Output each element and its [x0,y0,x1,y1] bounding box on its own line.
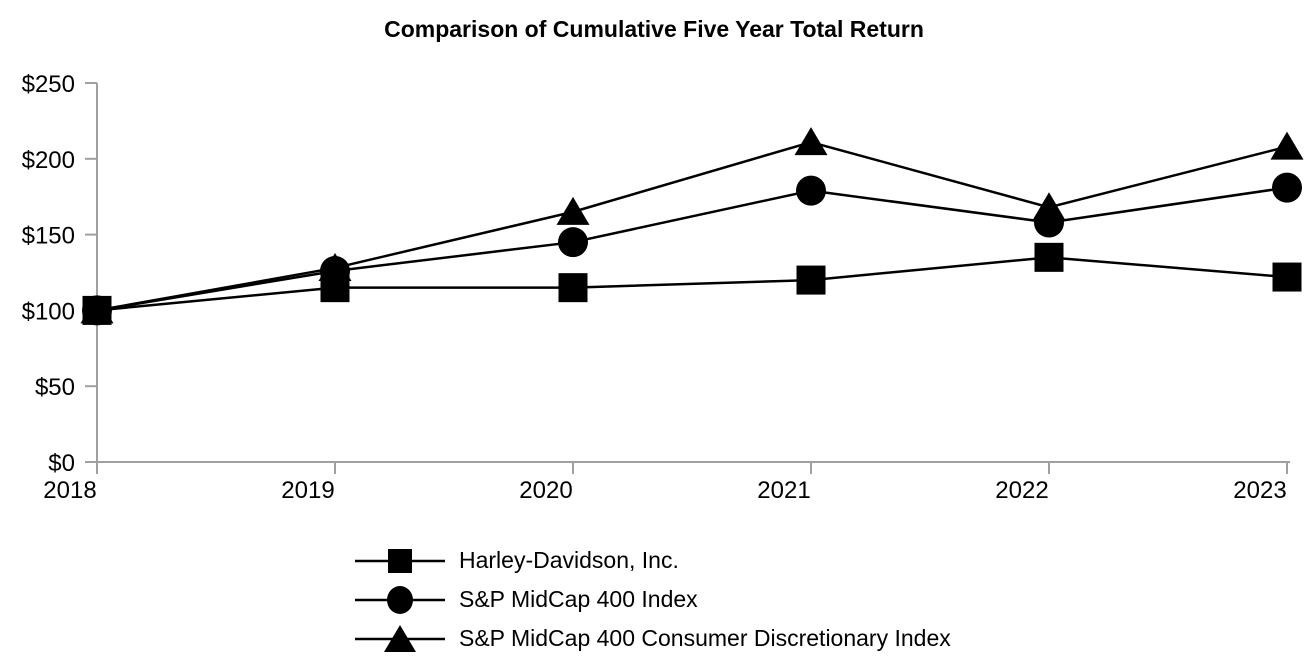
legend-label-harley-davidson: Harley-Davidson, Inc. [459,547,679,573]
triangle-data-marker [1270,131,1304,160]
x-axis-label: 2023 [1233,477,1286,504]
legend-label-sp-midcap-400-consumer-discretionary: S&P MidCap 400 Consumer Discretionary In… [459,625,951,651]
legend-item-harley-davidson: Harley-Davidson, Inc. [353,541,951,580]
legend-item-sp-midcap-400-consumer-discretionary: S&P MidCap 400 Consumer Discretionary In… [353,619,951,658]
square-data-marker [1034,242,1064,272]
square-data-marker [558,273,588,303]
y-axis-label: $250 [22,71,75,98]
series-line-square [96,256,1288,312]
legend-item-sp-midcap-400: S&P MidCap 400 Index [353,580,951,619]
triangle-data-marker [556,196,590,225]
legend-label-sp-midcap-400: S&P MidCap 400 Index [459,586,698,612]
square-data-marker [82,295,112,325]
triangle-marker-icon [355,624,445,652]
circle-data-marker [1272,172,1302,203]
series-line-circle [96,186,1288,312]
x-axis-label: 2020 [519,477,572,504]
circle-marker-icon [355,585,445,614]
x-axis-label: 2021 [757,477,810,504]
x-axis-label: 2022 [995,477,1048,504]
legend: Harley-Davidson, Inc. S&P MidCap 400 Ind… [353,541,951,658]
circle-data-marker [1034,207,1064,238]
square-data-marker [320,273,350,303]
square-marker-icon [355,548,445,573]
circle-data-marker [558,227,588,258]
square-data-marker [1272,262,1302,292]
y-axis-label: $150 [22,223,75,250]
x-axis-label: 2018 [43,477,96,504]
y-axis-label: $200 [22,147,75,174]
y-axis-label: $100 [22,298,75,325]
series-line-triangle [96,140,1288,312]
chart-title: Comparison of Cumulative Five Year Total… [384,16,924,42]
y-axis-label: $0 [48,450,75,477]
x-axis-label: 2019 [281,477,334,504]
y-axis-label: $50 [35,374,75,401]
square-data-marker [796,265,826,295]
circle-data-marker [796,175,826,206]
triangle-data-marker [794,127,828,156]
